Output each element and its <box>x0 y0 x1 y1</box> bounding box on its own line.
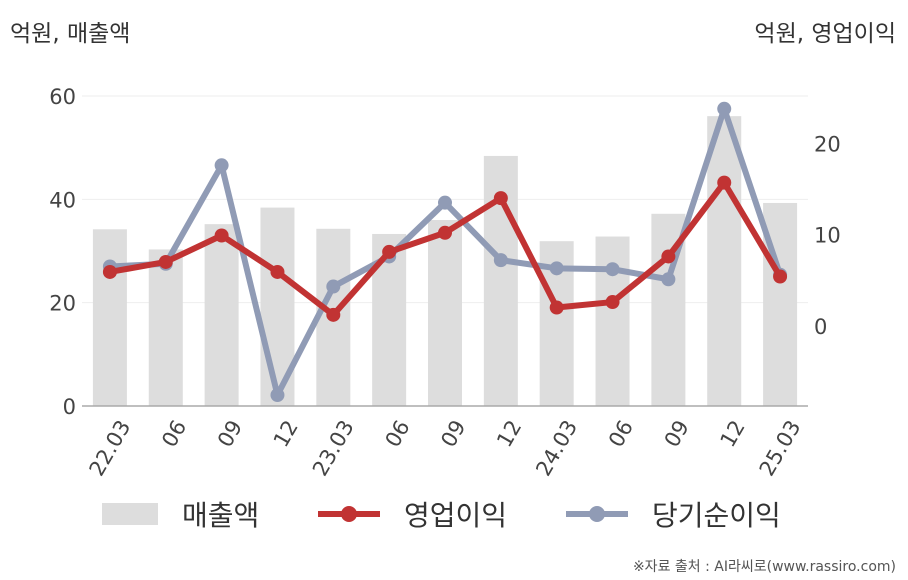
operating-profit-point <box>270 264 285 279</box>
x-tick-label: 12 <box>269 416 303 451</box>
legend-line-swatch-red <box>318 503 380 525</box>
revenue-bar <box>707 116 742 407</box>
operating-profit-point <box>326 307 341 322</box>
operating-profit-point <box>549 300 564 315</box>
legend-label-operating-profit: 영업이익 <box>404 499 508 532</box>
net-income-point <box>605 262 620 277</box>
x-tick-label: 24.03 <box>531 416 582 480</box>
legend-item-operating-profit: 영업이익 <box>318 492 507 536</box>
legend-line-swatch-gray <box>566 503 628 525</box>
legend-item-net-income: 당기순이익 <box>566 492 781 536</box>
x-tick-label: 23.03 <box>308 416 359 480</box>
operating-profit-point <box>493 191 508 206</box>
left-y-tick-label: 0 <box>63 395 76 419</box>
left-y-tick-label: 20 <box>49 292 76 316</box>
right-y-tick-label: 10 <box>814 224 841 248</box>
left-axis-unit: 억원, 매출액 <box>10 21 131 47</box>
legend: 매출액 영업이익 당기순이익 <box>0 492 908 536</box>
x-tick-label: 09 <box>436 416 470 451</box>
operating-profit-point <box>438 225 452 240</box>
x-tick-label: 09 <box>213 416 247 451</box>
net-income-point <box>326 279 341 294</box>
x-tick-label: 06 <box>157 416 191 451</box>
left-y-ticks: 0 20 40 60 <box>49 85 76 419</box>
right-y-ticks: 0 10 20 <box>814 132 841 338</box>
x-tick-label: 25.03 <box>755 416 806 480</box>
net-income-point <box>438 195 452 210</box>
x-tick-label: 06 <box>604 416 638 451</box>
operating-profit-point <box>102 264 117 279</box>
operating-profit-point <box>158 254 173 269</box>
net-income-point <box>270 388 285 403</box>
legend-bar-swatch <box>102 503 158 525</box>
operating-profit-point <box>382 244 397 259</box>
operating-profit-point <box>717 175 732 190</box>
right-y-tick-label: 20 <box>814 132 841 156</box>
x-tick-label: 12 <box>716 416 750 451</box>
revenue-bars <box>92 116 798 407</box>
legend-label-revenue: 매출액 <box>182 499 260 532</box>
right-axis-unit: 억원, 영업이익 <box>754 21 896 47</box>
legend-item-revenue: 매출액 <box>102 492 259 536</box>
operating-profit-point <box>214 228 229 243</box>
net-income-point <box>717 101 732 116</box>
source-note: ※자료 출처 : AI라씨로(www.rassiro.com) <box>632 559 896 575</box>
revenue-bar <box>92 229 127 406</box>
left-y-tick-label: 60 <box>49 85 76 109</box>
legend-label-net-income: 당기순이익 <box>652 499 781 532</box>
net-income-point <box>661 272 676 287</box>
x-tick-label: 22.03 <box>85 416 136 480</box>
x-tick-label: 09 <box>660 416 694 451</box>
operating-profit-point <box>661 249 676 264</box>
operating-profit-point <box>605 295 620 310</box>
left-y-tick-label: 40 <box>49 188 76 212</box>
right-y-tick-label: 0 <box>814 315 827 339</box>
x-ticks: 22.03 06 09 12 23.03 06 09 12 24.03 06 09 12 25.03 <box>85 416 806 480</box>
net-income-point <box>549 261 564 276</box>
x-tick-label: 12 <box>492 416 526 451</box>
revenue-bar <box>204 224 239 406</box>
profit-lines <box>102 101 788 403</box>
revenue-bar <box>595 236 630 406</box>
operating-profit-point <box>773 269 788 284</box>
net-income-point <box>214 158 229 173</box>
revenue-bar <box>428 220 462 406</box>
x-tick-label: 06 <box>380 416 414 451</box>
net-income-point <box>493 253 508 268</box>
revenue-bar <box>148 249 183 406</box>
